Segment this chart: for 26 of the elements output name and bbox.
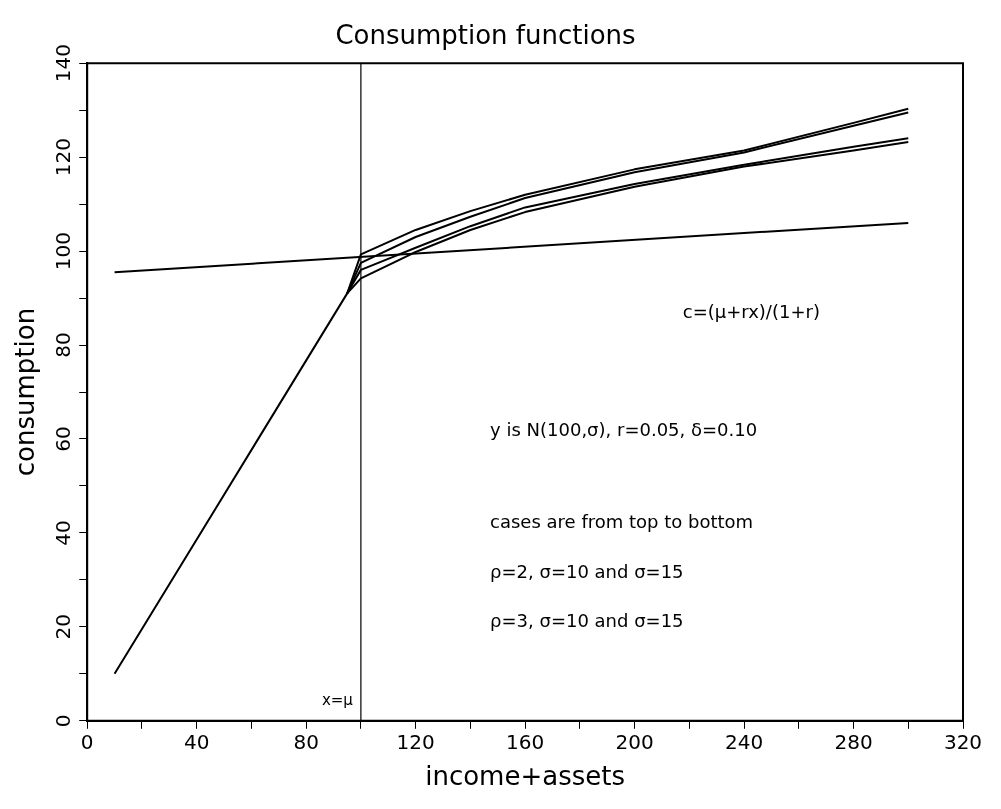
y-tick-label: 0 (51, 714, 76, 728)
annotation: ρ=2, σ=10 and σ=15 (490, 560, 684, 582)
y-tick-label: 40 (51, 520, 76, 546)
x-tick-label: 120 (396, 730, 435, 754)
x-tick-label: 40 (183, 730, 210, 754)
x-tick-label: 200 (615, 730, 654, 754)
annotation: y is N(100,σ), r=0.05, δ=0.10 (490, 419, 758, 441)
x-tick-label: 80 (293, 730, 319, 754)
y-tick-label: 60 (51, 426, 76, 452)
chart-title: Consumption functions (335, 20, 636, 51)
y-tick-label: 140 (51, 44, 76, 83)
annotation: c=(μ+rx)/(1+r) (682, 300, 820, 322)
x-tick-label: 320 (943, 730, 983, 754)
y-tick-label: 120 (51, 138, 76, 177)
y-tick-label: 80 (51, 332, 76, 358)
x-tick-label: 240 (724, 730, 764, 754)
y-tick-label: 100 (51, 231, 76, 271)
x-tick-label: 280 (834, 730, 873, 754)
y-tick-label: 20 (51, 614, 76, 640)
x-axis-title: income+assets (425, 761, 625, 792)
x-tick-label: 160 (506, 730, 545, 754)
annotation: ρ=3, σ=10 and σ=15 (490, 609, 684, 631)
ref-line-label: x=μ (321, 691, 354, 710)
y-axis-title: consumption (10, 307, 41, 477)
x-tick-label: 0 (80, 730, 94, 754)
annotation: cases are from top to bottom (490, 511, 754, 533)
